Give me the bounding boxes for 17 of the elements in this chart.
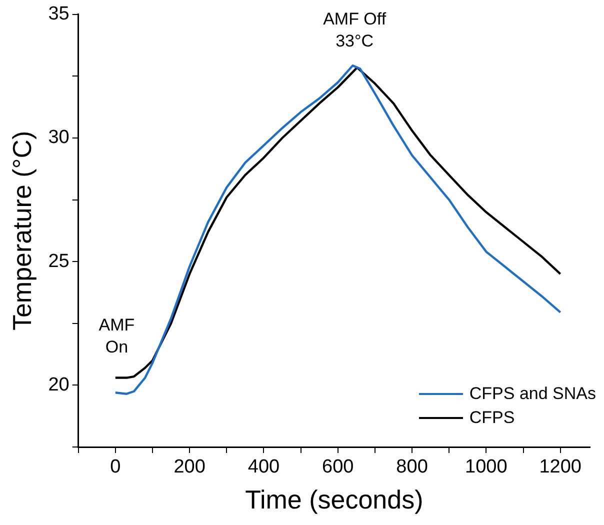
y-axis-title: Temperature (°C) [6, 130, 37, 331]
x-tick-label: 200 [174, 456, 206, 478]
y-tick-label: 30 [48, 127, 70, 148]
legend-label: CFPS and SNAs [469, 384, 596, 404]
annotation: AMF Off 33°C [323, 10, 386, 50]
x-tick-label: 1000 [465, 456, 508, 478]
y-tick-label: 35 [48, 4, 70, 25]
x-tick-label: 1200 [539, 456, 582, 478]
x-tick-label: 600 [322, 456, 354, 478]
y-tick-label: 25 [48, 250, 70, 272]
legend-label: CFPS [469, 408, 515, 428]
annotation: AMF On [98, 315, 135, 356]
x-tick-label: 800 [396, 456, 428, 478]
x-tick-label: 400 [248, 456, 280, 478]
x-axis-title: Time (seconds) [245, 484, 424, 515]
y-tick-label: 20 [48, 374, 70, 396]
x-tick-label: 0 [110, 456, 121, 478]
